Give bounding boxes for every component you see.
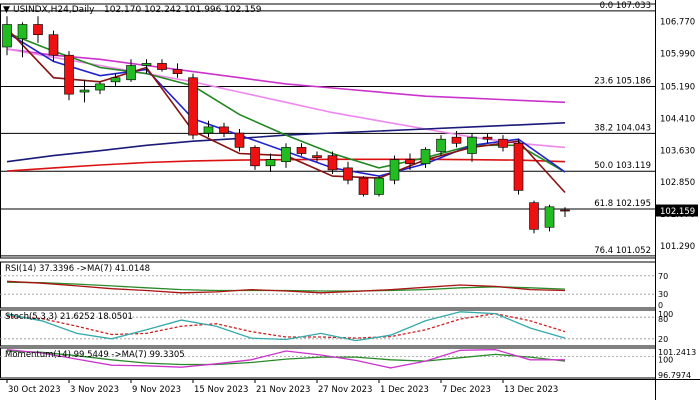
candle-body [358, 177, 369, 195]
candle-body [48, 34, 59, 56]
rsi-label: RSI(14) 37.3396 ->MA(7) 41.0148 [5, 264, 150, 274]
stoch-label: Stoch(5,3,3) 21.6252 18.0501 [5, 312, 133, 322]
date-label: 21 Nov 2023 [256, 385, 310, 395]
candle-body [110, 77, 121, 83]
rsi-tick-label: 0 [658, 301, 663, 310]
date-label: 27 Nov 2023 [318, 385, 372, 395]
candle-body [172, 69, 183, 74]
fib-label: 23.6 105.186 [594, 77, 651, 87]
stoch-tick-label: 100 [658, 310, 673, 319]
fib-label: 61.8 102.195 [594, 199, 651, 209]
candle-body [482, 136, 493, 140]
candle-body [513, 142, 524, 191]
candle-body [79, 89, 90, 93]
candle-body [265, 159, 276, 167]
symbol-label: USINDX,H24,Daily [13, 5, 95, 15]
date-label: 15 Nov 2023 [194, 385, 248, 395]
candle-body [529, 202, 539, 230]
candle-body [234, 132, 245, 148]
price-tick-label: 103.630 [660, 146, 695, 156]
momentum-tick-label: 96.7974 [658, 371, 691, 380]
rsi-line [6, 280, 566, 294]
momentum-tick-label: 101.2413 [658, 348, 696, 357]
candle-body [17, 24, 28, 40]
momentum-line [6, 348, 565, 369]
candle-body [327, 155, 338, 171]
candle-body [420, 149, 431, 165]
price-tick-label: 101.290 [660, 242, 695, 252]
momentum-tick-label: 100 [658, 355, 673, 364]
date-label: 30 Oct 2023 [8, 385, 61, 395]
date-label: 1 Dec 2023 [380, 385, 429, 395]
candle-body [281, 147, 291, 163]
candle-body [203, 126, 214, 134]
ohlc-readout: 102.170 102.242 101.996 102.159 [104, 5, 262, 15]
fib-label: 76.4 101.052 [594, 246, 651, 256]
price-tick-label: 105.190 [660, 82, 695, 92]
candle-body [126, 65, 136, 81]
candle-body [64, 54, 74, 95]
candle-body [405, 159, 415, 165]
stoch-tick-label: 80 [658, 315, 668, 324]
candle-body [451, 136, 462, 144]
header-arrow-icon: ▼ [3, 5, 10, 15]
fib-label: 50.0 103.119 [594, 161, 651, 171]
stoch-d-line [6, 312, 566, 339]
rsi-tick-label: 70 [658, 272, 668, 281]
candle-body [33, 24, 43, 36]
price-tick-label: 105.990 [660, 50, 695, 60]
price-tick-label: 104.410 [660, 114, 695, 124]
date-label: 3 Nov 2023 [70, 385, 119, 395]
price-tick-label: 106.770 [660, 18, 695, 28]
last-price-box [656, 204, 698, 217]
momentum-ma-line [6, 350, 566, 366]
price-tick-label: 102.850 [660, 178, 695, 188]
last-price-label: 102.159 [660, 207, 695, 217]
candle-body [95, 83, 105, 91]
candle-body [544, 206, 555, 228]
candle-body [560, 209, 570, 212]
candle-body [467, 136, 477, 154]
candle-body [343, 167, 353, 181]
fib-label: 0.0 107.033 [600, 1, 651, 11]
stoch-tick-label: 20 [658, 335, 668, 344]
candle-body [374, 177, 384, 195]
candle-body [188, 77, 198, 136]
candle-body [250, 147, 260, 167]
candle-body [296, 147, 307, 154]
stoch-k-line [6, 311, 566, 342]
candle-body [436, 138, 446, 152]
candle-body [312, 155, 322, 158]
fib-label: 38.2 104.043 [594, 123, 651, 133]
candle-body [498, 138, 508, 148]
date-label: 13 Dec 2023 [504, 385, 558, 395]
candle-body [2, 24, 12, 48]
candle-body [141, 63, 152, 66]
date-label: 9 Nov 2023 [132, 385, 181, 395]
rsi-tick-label: 30 [658, 290, 668, 299]
momentum-label: Momentum(14) 99.5449 ->MA(7) 99.3305 [5, 350, 185, 360]
candle-body [219, 126, 229, 134]
date-label: 7 Dec 2023 [442, 385, 491, 395]
candle-body [389, 159, 400, 181]
candle-body [157, 63, 167, 70]
overlay-line [6, 48, 566, 104]
